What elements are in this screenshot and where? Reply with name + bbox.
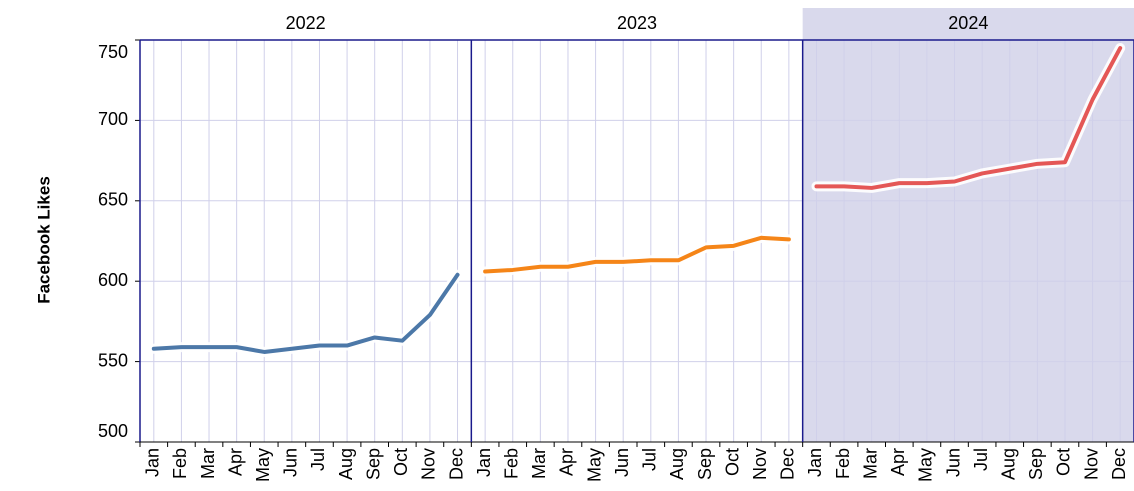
x-tick-label: Sep [695, 448, 715, 480]
x-tick-label: Feb [170, 448, 190, 479]
x-tick-label: Apr [557, 448, 577, 476]
x-tick-label: Jun [612, 448, 632, 477]
y-tick-label: 500 [98, 421, 128, 441]
line-halo [148, 269, 463, 357]
x-tick-label: Nov [750, 448, 770, 480]
x-tick-label: May [916, 448, 936, 482]
x-tick-label: Oct [722, 448, 742, 476]
x-tick-label: Oct [1054, 448, 1074, 476]
x-tick-label: Nov [419, 448, 439, 480]
x-tick-label: Dec [778, 448, 798, 480]
x-tick-label: Mar [198, 448, 218, 479]
y-axis-title: Facebook Likes [34, 176, 53, 304]
line [483, 235, 791, 274]
x-tick-label: Jun [943, 448, 963, 477]
y-tick-label: 600 [98, 270, 128, 290]
y-tick-label: 650 [98, 190, 128, 210]
x-tick-label: Feb [833, 448, 853, 479]
x-tick-label: Apr [888, 448, 908, 476]
x-tick-label: Jul [640, 448, 660, 471]
x-tick-label: Aug [336, 448, 356, 480]
x-tick-label: Dec [1109, 448, 1129, 480]
x-tick-label: Oct [391, 448, 411, 476]
x-tick-label: Feb [502, 448, 522, 479]
y-tick-label: 550 [98, 350, 128, 370]
x-tick-label: Jan [474, 448, 494, 477]
panel-highlight [802, 8, 1134, 442]
x-tick-label: Mar [860, 448, 880, 479]
panel-title: 2022 [286, 13, 326, 33]
x-tick-label: Jan [805, 448, 825, 477]
x-tick-label: Jun [281, 448, 301, 477]
x-tick-label: Sep [1026, 448, 1046, 480]
x-tick-label: Nov [1081, 448, 1101, 480]
x-tick-label: Jan [143, 448, 163, 477]
y-tick-label: 750 [98, 42, 128, 62]
panel-title: 2023 [617, 13, 657, 33]
x-tick-label: Sep [363, 448, 383, 480]
line [814, 46, 1123, 190]
x-tick-label: Mar [529, 448, 549, 479]
x-tick-label: Dec [446, 448, 466, 480]
x-tick-label: Jul [971, 448, 991, 471]
x-tick-label: Apr [225, 448, 245, 476]
x-tick-label: Jul [308, 448, 328, 471]
line [151, 272, 460, 354]
x-tick-label: May [253, 448, 273, 482]
panel-title: 2024 [948, 13, 988, 33]
x-tick-label: Aug [999, 448, 1019, 480]
x-tick-label: Aug [667, 448, 687, 480]
x-tick-label: May [584, 448, 604, 482]
y-tick-label: 700 [98, 109, 128, 129]
